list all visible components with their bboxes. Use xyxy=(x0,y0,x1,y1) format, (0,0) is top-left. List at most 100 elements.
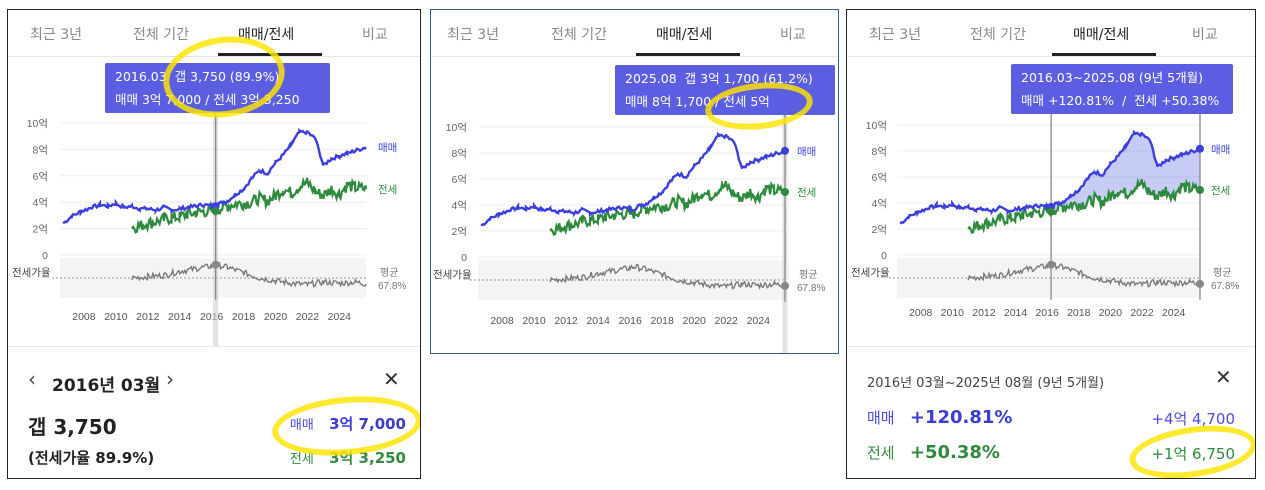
y-tick-label: 4억 xyxy=(872,198,888,210)
avg-label: 평균 xyxy=(799,269,817,281)
tooltip-date: 2025.08 xyxy=(625,71,677,86)
x-tick-label: 2024 xyxy=(328,311,352,323)
series-label-jeonse: 전세 xyxy=(797,187,816,199)
gap-amount: 갭 3,750 xyxy=(28,415,117,439)
y-tick-label: 6억 xyxy=(872,172,888,184)
ratio-axis-label: 전세가율 xyxy=(12,267,51,279)
period-tabs: 최근 3년 전체 기간 매매/전세 비교 xyxy=(431,10,838,57)
tooltip-ratio: (61.2%) xyxy=(763,71,813,86)
tab-recent-3y[interactable]: 최근 3년 xyxy=(447,27,499,43)
jeonse-pct: +50.38% xyxy=(909,442,1000,463)
x-tick-label: 2022 xyxy=(715,315,739,327)
sale-point xyxy=(1196,144,1204,153)
x-tick-label: 2020 xyxy=(264,311,288,323)
series-label-sale: 매매 xyxy=(797,146,816,158)
tab-sale-jeonse[interactable]: 매매/전세 xyxy=(238,27,295,43)
y-tick-label: 6억 xyxy=(452,174,468,186)
x-tick-label: 2022 xyxy=(296,311,320,323)
tooltip-ratio: (89.9%) xyxy=(229,69,280,84)
x-tick-label: 2008 xyxy=(490,315,514,327)
tab-sale-jeonse[interactable]: 매매/전세 xyxy=(656,27,713,43)
chart-tooltip: 2016.03 갭 3,750 (89.9%) 매매 3억 7,000 / 전세… xyxy=(105,63,330,113)
sale-row: 매매 3억 7,000 xyxy=(290,413,406,434)
x-tick-label: 2018 xyxy=(232,311,256,323)
active-tab-underline xyxy=(1052,53,1156,56)
tab-recent-3y[interactable]: 최근 3년 xyxy=(869,27,921,43)
avg-value: 67.8% xyxy=(1211,281,1239,292)
close-icon[interactable]: ✕ xyxy=(383,367,400,391)
tab-compare[interactable]: 비교 xyxy=(1192,27,1218,43)
tab-all-period[interactable]: 전체 기간 xyxy=(970,27,1026,43)
period-tabs: 최근 3년 전체 기간 매매/전세 비교 xyxy=(8,10,420,57)
tab-all-period[interactable]: 전체 기간 xyxy=(133,27,189,43)
sale-row: 매매 +120.81% xyxy=(867,407,1012,428)
x-tick-label: 2016 xyxy=(200,311,224,323)
sale-value: 3억 7,000 xyxy=(329,415,406,433)
y-tick-label: 6억 xyxy=(33,171,49,183)
tab-compare[interactable]: 비교 xyxy=(362,27,388,43)
tooltip-period: 2016.03~2025.08 (9년 5개월) xyxy=(1021,70,1203,85)
tab-recent-3y[interactable]: 최근 3년 xyxy=(30,27,82,43)
y-tick-label: 2억 xyxy=(872,224,888,236)
series-label-jeonse: 전세 xyxy=(1211,185,1230,197)
price-chart[interactable]: 10억 8억 6억 4억 2억 0 전세가율 2008 2010 2012 2014 2016 2018… xyxy=(431,10,839,354)
x-tick-label: 2024 xyxy=(1162,307,1186,319)
y-tick-label: 10억 xyxy=(446,122,467,134)
x-tick-label: 2012 xyxy=(554,315,578,327)
x-tick-label: 2022 xyxy=(1130,307,1154,319)
sale-pct: +120.81% xyxy=(909,407,1013,428)
y-tick-label: 2억 xyxy=(33,224,49,236)
y-tick-label: 10억 xyxy=(866,120,887,132)
jeonse-point xyxy=(1196,186,1204,194)
x-tick-label: 2014 xyxy=(586,315,610,327)
y-tick-label: 0 xyxy=(42,250,48,262)
price-chart[interactable]: 10억 8억 6억 4억 2억 0 전세가율 2008 2010 2012 2014 2016 2018… xyxy=(8,10,421,350)
sale-point xyxy=(781,146,789,155)
price-chart[interactable]: 10억 8억 6억 4억 2억 0 전세가율 2008 2010 2012 2014 2016 2018… xyxy=(847,10,1256,350)
ratio-point xyxy=(1196,279,1204,288)
sale-diff: +4억 4,700 xyxy=(1151,410,1235,428)
tooltip-gap: 갭 3억 1,700 xyxy=(684,71,760,86)
jeonse-diff: +1억 6,750 xyxy=(1151,445,1235,463)
active-tab-underline xyxy=(218,53,322,56)
ratio-axis-label: 전세가율 xyxy=(851,267,890,279)
chart-tooltip: 2025.08 갭 3억 1,700 (61.2%) 매매 8억 1,700 /… xyxy=(615,65,835,115)
avg-label: 평균 xyxy=(1213,267,1231,279)
jeonse-value: 3억 3,250 xyxy=(329,449,406,467)
detail-card: ‹ 2016년 03월 › ✕ 갭 3,750 (전세가율 89.9%) 매매 … xyxy=(8,346,420,478)
series-line-ratio xyxy=(549,264,786,290)
series-line-ratio xyxy=(967,262,1201,288)
ratio-point xyxy=(1047,260,1056,269)
series-line-jeonse xyxy=(130,176,368,234)
series-line-jeonse xyxy=(967,177,1202,235)
x-tick-label: 2008 xyxy=(72,311,96,323)
tab-all-period[interactable]: 전체 기간 xyxy=(551,27,607,43)
range-shade xyxy=(1051,132,1200,215)
series-label-jeonse: 전세 xyxy=(378,184,397,196)
sale-label: 매매 xyxy=(289,418,314,433)
chevron-right-icon[interactable]: › xyxy=(166,367,174,391)
chevron-left-icon[interactable]: ‹ xyxy=(28,367,36,391)
y-tick-label: 4억 xyxy=(33,197,49,209)
close-icon[interactable]: ✕ xyxy=(1215,365,1232,389)
tab-compare[interactable]: 비교 xyxy=(780,27,806,43)
avg-value: 67.8% xyxy=(797,283,825,294)
jeonse-label: 전세 xyxy=(289,452,314,467)
jeonse-point xyxy=(1047,207,1056,216)
x-tick-label: 2020 xyxy=(683,315,707,327)
tab-sale-jeonse[interactable]: 매매/전세 xyxy=(1073,27,1130,43)
ratio-point xyxy=(211,260,220,269)
x-tick-label: 2024 xyxy=(747,315,771,327)
x-tick-label: 2010 xyxy=(522,315,546,327)
x-tick-label: 2012 xyxy=(136,311,160,323)
y-tick-label: 8억 xyxy=(33,144,49,156)
detail-date: 2016년 03월 xyxy=(52,376,161,396)
series-line-jeonse xyxy=(549,179,787,237)
detail-period: 2016년 03월~2025년 08월 (9년 5개월) xyxy=(867,376,1105,391)
jeonse-point xyxy=(781,188,789,196)
ratio-axis-label: 전세가율 xyxy=(433,269,472,281)
chart-panel-1: 최근 3년 전체 기간 매매/전세 비교 10억 8억 6억 4억 2억 0 전세가율 200… xyxy=(7,9,421,479)
jeonse-label: 전세 xyxy=(867,444,895,462)
x-tick-label: 2020 xyxy=(1099,307,1123,319)
x-tick-label: 2012 xyxy=(972,307,996,319)
